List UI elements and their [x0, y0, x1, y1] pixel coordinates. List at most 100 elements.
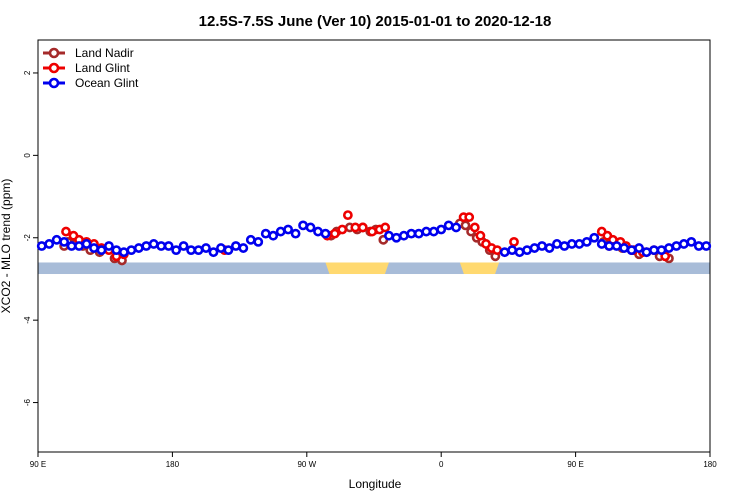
legend-marker	[48, 77, 60, 89]
land-segment	[325, 262, 389, 275]
data-point	[133, 243, 144, 253]
data-point	[391, 232, 402, 243]
data-point	[589, 232, 600, 243]
legend-item: Land Glint	[43, 61, 130, 75]
data-point	[329, 228, 340, 239]
data-point	[475, 230, 486, 241]
data-point	[656, 245, 667, 256]
data-point	[81, 239, 92, 249]
data-point	[686, 236, 697, 247]
legend-label: Land Glint	[75, 61, 130, 75]
data-point	[664, 243, 674, 253]
data-point	[566, 239, 577, 249]
data-point	[201, 243, 211, 253]
data-point	[671, 241, 682, 251]
data-point	[380, 222, 391, 233]
data-point	[156, 241, 167, 251]
y-tick-label: 2	[23, 70, 32, 75]
data-point	[342, 210, 353, 220]
legend-item: Ocean Glint	[43, 76, 139, 90]
data-point	[260, 228, 271, 239]
data-point	[406, 228, 417, 239]
series-land-glint	[61, 210, 671, 262]
data-point	[641, 247, 652, 258]
data-point	[384, 230, 394, 241]
x-tick-label: 90 E	[567, 460, 583, 469]
data-point	[451, 222, 462, 233]
data-point	[193, 245, 204, 256]
data-point	[678, 239, 689, 249]
data-point	[552, 239, 562, 249]
data-point	[611, 241, 622, 251]
x-axis: 90 E 180 90 W 0 90 E 180	[30, 452, 717, 469]
data-point	[305, 222, 316, 233]
data-point	[574, 239, 585, 249]
data-point	[514, 247, 525, 258]
data-point	[367, 226, 378, 237]
data-point	[74, 241, 84, 251]
data-point	[460, 220, 471, 231]
data-point	[413, 228, 424, 239]
data-point	[492, 245, 503, 256]
data-point	[283, 224, 294, 235]
data-point	[104, 241, 114, 251]
land-segment	[459, 262, 500, 275]
data-point	[357, 222, 368, 233]
data-point	[421, 226, 432, 237]
data-point	[59, 236, 70, 247]
data-point	[208, 247, 219, 258]
data-point	[499, 247, 510, 258]
data-point	[469, 222, 480, 233]
y-tick-label: -6	[23, 398, 32, 406]
data-point	[89, 243, 99, 253]
data-point	[604, 241, 615, 251]
data-point	[51, 234, 62, 245]
data-point	[171, 245, 182, 256]
x-tick-label: 180	[703, 460, 717, 469]
legend-label: Ocean Glint	[75, 76, 139, 90]
data-point	[126, 245, 137, 256]
data-point	[268, 230, 279, 241]
data-point	[238, 243, 249, 253]
data-point	[66, 241, 77, 251]
data-point	[178, 241, 189, 251]
data-point	[537, 241, 547, 251]
data-point	[111, 245, 122, 256]
data-point	[443, 220, 454, 231]
data-point	[186, 245, 196, 256]
data-point	[649, 245, 659, 256]
data-point	[701, 241, 712, 251]
data-point	[509, 236, 519, 247]
data-point	[275, 226, 286, 237]
data-point	[559, 241, 570, 251]
data-point	[619, 243, 630, 253]
data-point	[436, 224, 447, 235]
y-axis: 2 0 -2 -4 -6	[23, 70, 38, 406]
data-point	[581, 236, 592, 247]
data-point	[36, 241, 47, 251]
data-point	[350, 222, 361, 233]
data-point	[61, 226, 71, 237]
data-point	[596, 239, 607, 249]
data-point	[230, 241, 241, 251]
data-point	[320, 228, 331, 239]
data-point	[529, 243, 540, 253]
data-point	[398, 230, 409, 241]
x-tick-label: 90 W	[297, 460, 316, 469]
data-point	[216, 243, 226, 253]
data-point	[522, 245, 532, 256]
data-point	[626, 245, 637, 256]
data-point	[507, 245, 518, 256]
data-points	[36, 210, 712, 266]
data-point	[298, 220, 308, 231]
x-axis-label: Longitude	[349, 477, 402, 491]
legend-marker	[48, 62, 60, 74]
y-axis-label: XCO2 - MLO trend (ppm)	[0, 179, 13, 314]
data-point	[163, 241, 174, 251]
data-point	[428, 226, 439, 237]
data-point	[44, 239, 55, 249]
y-tick-label: -4	[23, 316, 32, 324]
data-point	[253, 236, 264, 247]
